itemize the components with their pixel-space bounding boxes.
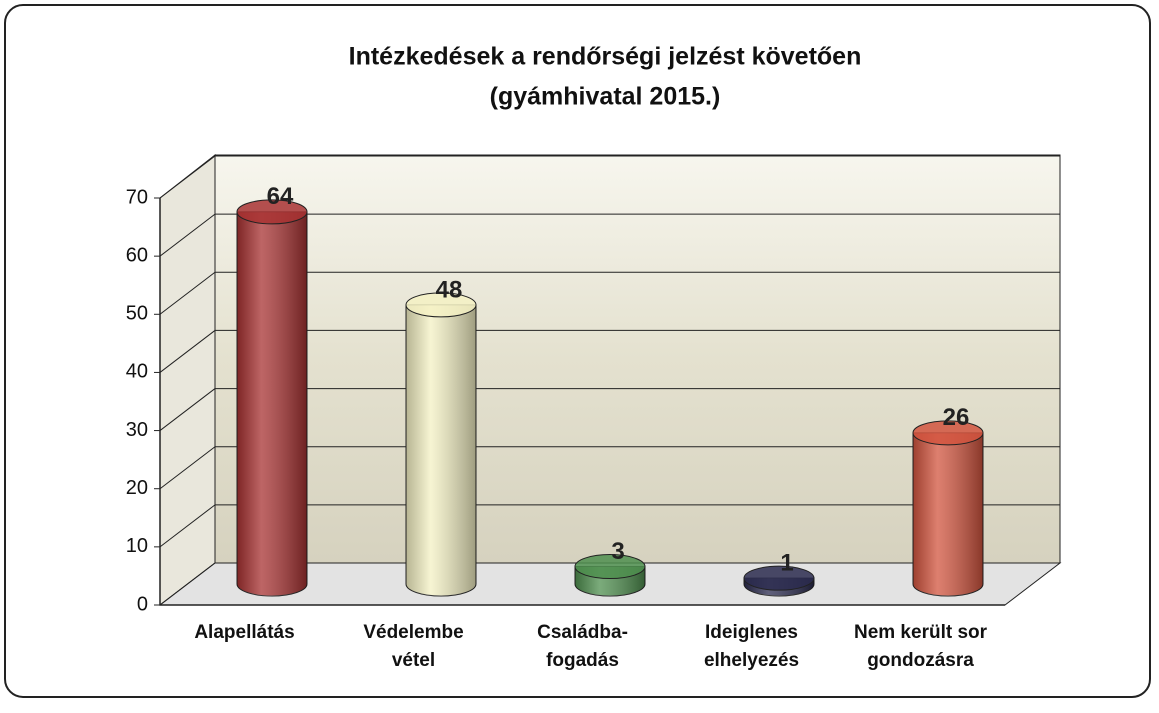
- y-tick-label: 10: [126, 535, 148, 557]
- y-tick-label: 20: [126, 477, 148, 499]
- grid-line: [159, 562, 216, 606]
- x-tick-label: Ideiglenes: [705, 622, 798, 643]
- grid-line: [159, 504, 216, 548]
- x-tick-label: Védelembe: [363, 622, 463, 643]
- grid-line: [159, 446, 216, 490]
- value-label: 1: [780, 550, 793, 577]
- cylinder-shade: [913, 432, 983, 596]
- cylinder-top: [574, 554, 646, 580]
- chart-title: (gyámhivatal 2015.): [490, 83, 721, 111]
- cylinder-shade: [237, 211, 307, 596]
- x-tick-label: vétel: [392, 650, 435, 671]
- y-tick-label: 40: [126, 361, 148, 383]
- x-tick-label: Alapellátás: [194, 622, 294, 643]
- value-label: 3: [611, 538, 624, 565]
- cylinder-shade: [406, 304, 476, 596]
- y-tick-label: 50: [126, 303, 148, 325]
- x-tick-label: Nem került sor: [854, 622, 988, 643]
- x-tick-label: Családba-: [537, 622, 628, 643]
- y-tick-label: 60: [126, 244, 148, 266]
- value-label: 48: [436, 276, 463, 303]
- grid-line: [159, 213, 216, 257]
- grid-line: [159, 155, 216, 199]
- cylinder-top: [743, 565, 815, 591]
- x-tick-label: fogadás: [546, 650, 619, 671]
- chart-title: Intézkedések a rendőrségi jelzést követő…: [349, 43, 862, 71]
- y-tick-label: 0: [137, 593, 148, 615]
- x-tick-label: gondozásra: [867, 650, 974, 671]
- grid-line: [159, 271, 216, 315]
- value-label: 26: [943, 404, 970, 431]
- y-tick-label: 70: [126, 186, 148, 208]
- value-label: 64: [267, 183, 294, 210]
- cylinder-top: [912, 420, 984, 446]
- side-wall: [159, 153, 216, 607]
- cylinder-top: [405, 292, 477, 318]
- cylinder-top: [236, 199, 308, 225]
- y-tick-label: 30: [126, 419, 148, 441]
- grid-line: [159, 330, 216, 373]
- x-tick-label: elhelyezés: [704, 650, 799, 671]
- grid-line: [159, 388, 216, 431]
